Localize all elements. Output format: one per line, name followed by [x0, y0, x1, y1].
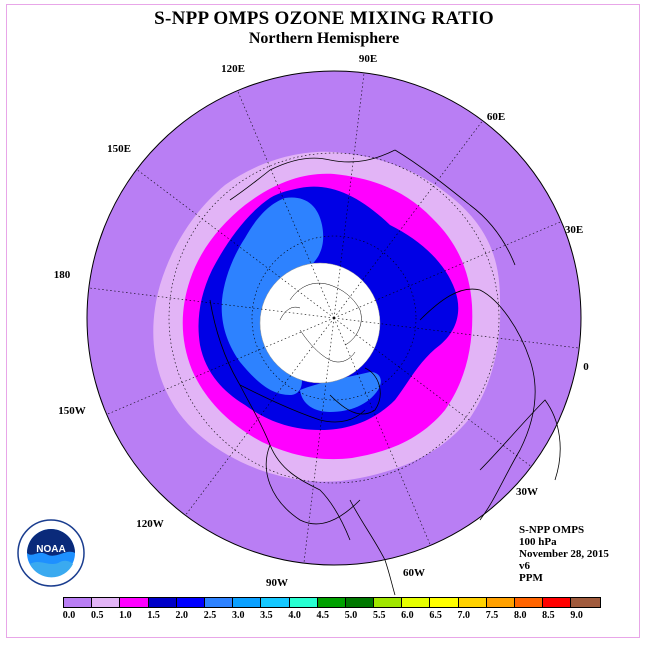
lon-label-60e: 60E: [487, 111, 505, 123]
colorbar-swatch: [571, 598, 600, 607]
info-date: November 28, 2015: [519, 548, 609, 560]
lon-label-120w: 120W: [136, 518, 164, 530]
colorbar-swatch: [515, 598, 544, 607]
colorbar-tick-label: 3.0: [231, 610, 245, 621]
map-title: S-NPP OMPS OZONE MIXING RATIO: [154, 8, 494, 29]
meridian-line: [237, 90, 335, 319]
colorbar-tick-label: 4.0: [288, 610, 301, 621]
lon-label-30e: 30E: [565, 224, 583, 236]
colorbar-swatch: [233, 598, 262, 607]
lon-label-180: 180: [54, 269, 71, 281]
lon-label-0: 0: [583, 361, 589, 373]
polar-data-gap: [259, 262, 381, 384]
meridian-line: [333, 317, 532, 467]
colorbar-swatch: [317, 598, 346, 607]
colorbar-swatch: [261, 598, 290, 607]
lon-label-150e: 150E: [107, 143, 131, 155]
meridian-line: [185, 317, 335, 516]
colorbar-swatch: [430, 598, 459, 607]
meridian-line: [333, 221, 562, 319]
colorbar-swatch: [176, 598, 205, 607]
meridian-line: [333, 72, 365, 319]
latitude-circles: [168, 152, 500, 484]
meridian-line: [333, 317, 580, 349]
meridian-line: [88, 287, 335, 319]
colorbar-tick-label: 3.5: [260, 610, 273, 621]
meridian-line: [106, 317, 335, 415]
colorbar: [63, 597, 601, 608]
map-subtitle: Northern Hemisphere: [248, 30, 400, 47]
colorbar-tick-label: 8.0: [513, 610, 527, 621]
colorbar-tick-label: 0.5: [90, 610, 104, 621]
colorbar-swatch: [458, 598, 487, 607]
lon-label-60w: 60W: [403, 567, 425, 579]
colorbar-tick-label: 4.5: [316, 610, 330, 621]
lon-label-30w: 30W: [516, 486, 538, 498]
noaa-logo-text: NOAA: [36, 544, 65, 555]
colorbar-swatch: [64, 598, 93, 607]
meridian-line: [333, 120, 483, 319]
colorbar-tick-label: 1.5: [147, 610, 160, 621]
colorbar-swatch: [402, 598, 431, 607]
noaa-logo: NOAA: [17, 519, 85, 587]
colorbar-tick-label: 2.5: [203, 610, 217, 621]
colorbar-tick-label: 6.5: [429, 610, 442, 621]
colorbar-tick-label: 8.5: [542, 610, 555, 621]
colorbar-swatch: [345, 598, 375, 607]
lon-label-90w: 90W: [266, 577, 288, 589]
lon-label-90e: 90E: [359, 53, 377, 65]
colorbar-tick-label: 7.5: [485, 610, 499, 621]
colorbar-tick-label: 1.0: [119, 610, 132, 621]
colorbar-swatch: [204, 598, 234, 607]
colorbar-swatch: [486, 598, 515, 607]
colorbar-swatch: [148, 598, 177, 607]
colorbar-swatch: [374, 598, 403, 607]
lon-label-150w: 150W: [58, 405, 86, 417]
info-version: v6: [519, 560, 530, 572]
colorbar-swatch: [289, 598, 318, 607]
contour-2-0-b: [300, 372, 381, 412]
colorbar-tick-label: 9.0: [570, 610, 583, 621]
info-units: PPM: [519, 572, 543, 584]
colorbar-swatch: [120, 598, 149, 607]
colorbar-swatch: [92, 598, 121, 607]
colorbar-tick-label: 5.0: [344, 610, 358, 621]
colorbar-labels: 0.0 0.5 1.0 1.5 2.0 2.5 3.0 3.5 4.0 4.5 5.0 5.5 6.0 6…: [0, 610, 648, 624]
colorbar-tick-label: 5.5: [372, 610, 386, 621]
arctic-coastlines: [279, 282, 362, 363]
meridian-line: [333, 317, 431, 546]
lon-label-120e: 120E: [221, 63, 245, 75]
info-block: S-NPP OMPS 100 hPa November 28, 2015 v6 …: [519, 524, 609, 584]
info-level: 100 hPa: [519, 536, 557, 548]
colorbar-tick-label: 6.0: [401, 610, 414, 621]
info-instrument: S-NPP OMPS: [519, 524, 585, 536]
meridians: [88, 72, 580, 564]
colorbar-tick-label: 0.0: [62, 610, 76, 621]
coastlines: [209, 149, 561, 596]
colorbar-swatch: [543, 598, 572, 607]
colorbar-tick-label: 2.0: [175, 610, 189, 621]
colorbar-tick-label: 7.0: [457, 610, 471, 621]
meridian-line: [136, 169, 335, 319]
meridian-line: [303, 317, 335, 564]
figure-frame: [6, 4, 640, 638]
